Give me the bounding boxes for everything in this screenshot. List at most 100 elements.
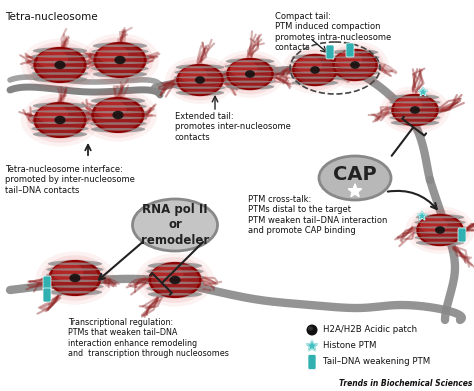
Ellipse shape [93, 129, 143, 130]
Ellipse shape [55, 61, 65, 69]
Ellipse shape [91, 59, 149, 66]
Ellipse shape [393, 117, 437, 118]
Ellipse shape [95, 45, 145, 47]
Ellipse shape [330, 54, 380, 61]
Ellipse shape [419, 215, 461, 244]
Ellipse shape [90, 111, 146, 113]
Ellipse shape [36, 104, 84, 136]
Ellipse shape [151, 288, 200, 289]
Ellipse shape [33, 55, 87, 58]
Ellipse shape [390, 111, 440, 114]
Ellipse shape [291, 66, 339, 68]
Ellipse shape [332, 72, 378, 74]
Ellipse shape [330, 65, 380, 71]
Ellipse shape [393, 112, 437, 113]
Ellipse shape [95, 45, 145, 47]
Ellipse shape [89, 115, 147, 121]
Ellipse shape [46, 278, 104, 284]
Ellipse shape [91, 65, 149, 72]
Ellipse shape [295, 56, 336, 84]
Ellipse shape [148, 287, 202, 290]
Ellipse shape [150, 265, 200, 267]
Ellipse shape [228, 60, 273, 62]
Ellipse shape [36, 117, 84, 118]
Ellipse shape [296, 56, 322, 74]
Ellipse shape [55, 116, 65, 124]
Ellipse shape [294, 72, 336, 73]
Ellipse shape [153, 265, 183, 284]
Ellipse shape [92, 62, 148, 64]
Ellipse shape [33, 131, 87, 138]
Ellipse shape [31, 53, 89, 60]
Ellipse shape [33, 110, 87, 113]
Ellipse shape [91, 105, 145, 108]
Ellipse shape [394, 95, 436, 124]
Text: Histone PTM: Histone PTM [323, 341, 376, 350]
Ellipse shape [95, 51, 145, 52]
Ellipse shape [225, 70, 275, 73]
Ellipse shape [31, 70, 89, 77]
Ellipse shape [81, 33, 159, 86]
Text: Compact tail:
PTM induced compaction
promotes intra-nucleosome
contacts: Compact tail: PTM induced compaction pro… [275, 12, 391, 52]
Ellipse shape [290, 70, 340, 75]
Ellipse shape [51, 280, 100, 282]
Ellipse shape [292, 54, 338, 60]
Ellipse shape [92, 41, 148, 79]
Ellipse shape [151, 265, 200, 267]
Ellipse shape [178, 82, 222, 83]
Ellipse shape [321, 41, 389, 89]
Ellipse shape [226, 58, 274, 90]
Ellipse shape [335, 50, 375, 79]
Ellipse shape [93, 117, 143, 118]
Ellipse shape [220, 54, 280, 94]
Ellipse shape [93, 67, 147, 70]
Ellipse shape [90, 120, 146, 127]
Ellipse shape [31, 125, 89, 132]
Ellipse shape [292, 77, 338, 79]
Ellipse shape [415, 226, 465, 229]
Ellipse shape [334, 67, 376, 68]
Ellipse shape [32, 46, 88, 84]
Ellipse shape [319, 156, 391, 200]
Ellipse shape [91, 97, 145, 104]
Ellipse shape [380, 86, 450, 134]
Ellipse shape [79, 88, 157, 142]
Ellipse shape [51, 274, 100, 276]
Ellipse shape [179, 66, 221, 95]
Ellipse shape [146, 285, 204, 292]
Ellipse shape [35, 78, 85, 81]
Ellipse shape [31, 65, 89, 71]
Ellipse shape [334, 57, 376, 58]
Ellipse shape [50, 291, 100, 294]
Ellipse shape [90, 117, 146, 119]
Ellipse shape [93, 100, 143, 102]
Ellipse shape [32, 116, 88, 118]
Ellipse shape [225, 75, 275, 78]
Ellipse shape [170, 59, 230, 100]
Ellipse shape [151, 294, 200, 295]
Ellipse shape [292, 54, 338, 86]
Ellipse shape [93, 71, 147, 78]
Ellipse shape [27, 97, 93, 143]
Ellipse shape [390, 115, 440, 121]
Text: Extended tail:
promotes inter-nucleosome
contacts: Extended tail: promotes inter-nucleosome… [175, 112, 291, 142]
Ellipse shape [33, 47, 87, 54]
Ellipse shape [225, 63, 275, 70]
Ellipse shape [332, 49, 378, 55]
Ellipse shape [35, 50, 85, 52]
Ellipse shape [294, 67, 336, 68]
Ellipse shape [418, 232, 462, 233]
Ellipse shape [95, 74, 145, 75]
Ellipse shape [435, 226, 445, 234]
Ellipse shape [389, 104, 441, 111]
Ellipse shape [96, 44, 144, 76]
Ellipse shape [332, 75, 378, 81]
Text: Transcriptional regulation:
PTMs that weaken tail–DNA
interaction enhance remode: Transcriptional regulation: PTMs that we… [68, 318, 229, 358]
Ellipse shape [178, 92, 222, 93]
Ellipse shape [165, 56, 235, 104]
Ellipse shape [294, 77, 336, 78]
Ellipse shape [148, 270, 202, 273]
Ellipse shape [291, 53, 339, 87]
Ellipse shape [93, 111, 143, 113]
Ellipse shape [414, 235, 465, 241]
